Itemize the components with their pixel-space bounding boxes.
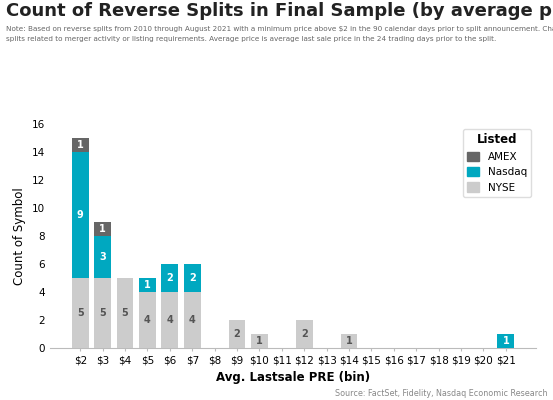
Text: 9: 9 [77,210,84,220]
Bar [341,334,357,348]
Bar [95,222,111,236]
Bar [139,292,156,348]
Bar [184,292,201,348]
Text: 1: 1 [100,224,106,234]
Text: 4: 4 [144,315,151,325]
Text: 1: 1 [256,336,263,346]
Text: 4: 4 [166,315,173,325]
Bar [229,320,246,348]
Bar [184,264,201,292]
Text: Source: FactSet, Fidelity, Nasdaq Economic Research: Source: FactSet, Fidelity, Nasdaq Econom… [335,389,547,398]
Bar [117,278,133,348]
X-axis label: Avg. Lastsale PRE (bin): Avg. Lastsale PRE (bin) [216,371,370,384]
Text: splits related to merger activity or listing requirements. Average price is aver: splits related to merger activity or lis… [6,36,496,42]
Text: Count of Reverse Splits in Final Sample (by average price): Count of Reverse Splits in Final Sample … [6,2,553,20]
Text: 1: 1 [346,336,352,346]
Text: 1: 1 [503,336,509,346]
Bar [296,320,312,348]
Text: 2: 2 [189,273,196,283]
Bar [498,334,514,348]
Bar [72,278,88,348]
Text: 3: 3 [100,252,106,262]
Bar [139,278,156,292]
Text: 5: 5 [122,308,128,318]
Bar [95,236,111,278]
Bar [72,138,88,152]
Legend: AMEX, Nasdaq, NYSE: AMEX, Nasdaq, NYSE [463,129,531,197]
Text: 2: 2 [166,273,173,283]
Bar [161,292,178,348]
Text: 5: 5 [77,308,84,318]
Y-axis label: Count of Symbol: Count of Symbol [13,187,26,285]
Bar [95,278,111,348]
Text: 2: 2 [234,329,241,339]
Bar [72,152,88,278]
Text: 2: 2 [301,329,307,339]
Text: 1: 1 [77,140,84,150]
Text: 1: 1 [144,280,151,290]
Text: 4: 4 [189,315,196,325]
Bar [161,264,178,292]
Bar [251,334,268,348]
Text: Note: Based on reverse splits from 2010 through August 2021 with a minimum price: Note: Based on reverse splits from 2010 … [6,26,553,32]
Text: 5: 5 [100,308,106,318]
